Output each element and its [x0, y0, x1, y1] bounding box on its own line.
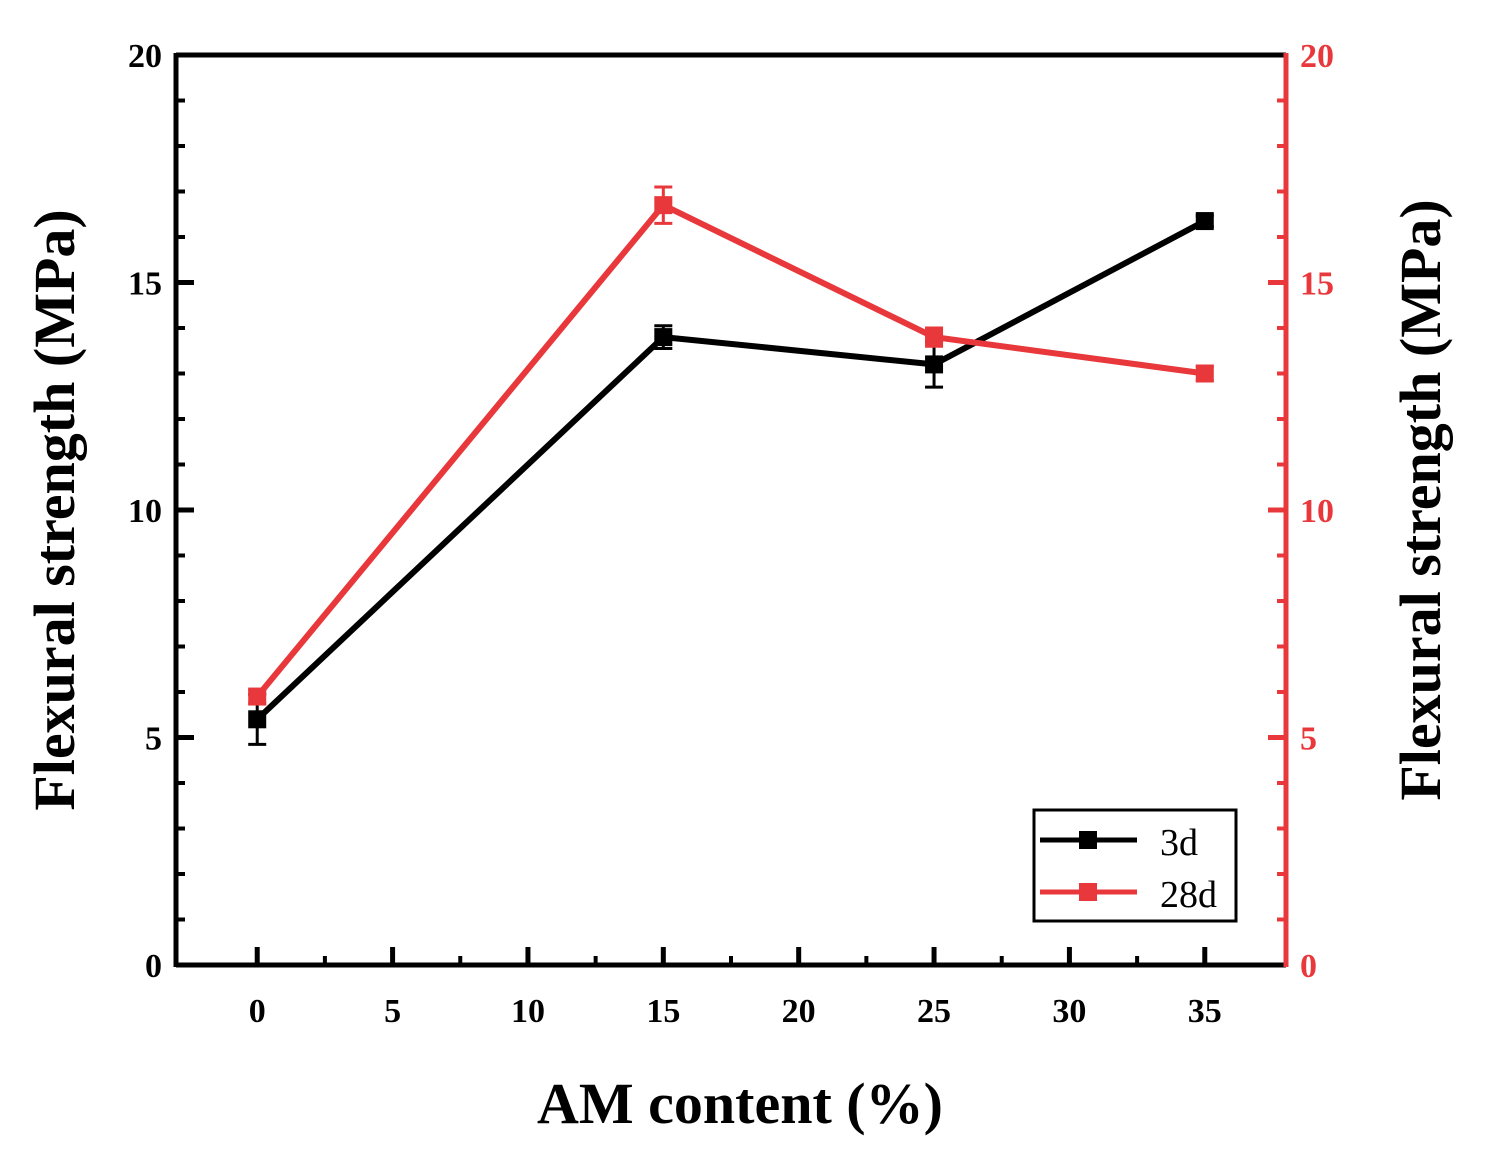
series-line-3d: [255, 218, 1207, 722]
data-point-28d: [1195, 364, 1214, 383]
series-layer: [248, 185, 1214, 746]
y2-tick-label: 10: [1300, 493, 1334, 530]
y-tick-label: 10: [128, 493, 162, 530]
data-point-3d: [248, 710, 267, 729]
data-point-28d: [925, 328, 944, 347]
x-axis-title: AM content (%): [537, 1071, 943, 1136]
y2-axis-title: Flexural strength (MPa): [1388, 199, 1453, 800]
series-3d: [248, 212, 1214, 746]
y2-tick-label: 15: [1300, 266, 1334, 303]
ticks-layer: 0 5 10 15 20 25 30 35 0 5 10 15 20 0 5 10 15 20: [128, 38, 1334, 1030]
y-axis-title: Flexural strength (MPa): [22, 209, 87, 810]
y-tick-label: 20: [128, 38, 162, 75]
legend-marker-3d: [1079, 831, 1097, 849]
data-point-3d: [654, 328, 673, 347]
x-tick-label: 15: [646, 993, 680, 1030]
y-tick-label: 0: [145, 948, 162, 985]
legend-box: [1032, 808, 1238, 923]
data-point-3d: [1195, 212, 1214, 231]
y2-tick-label: 5: [1300, 721, 1317, 758]
series-line-28d: [254, 201, 1206, 699]
legend-marker-28d: [1079, 883, 1097, 901]
legend-label-28d: 28d: [1160, 874, 1217, 916]
y-tick-label: 5: [145, 721, 162, 758]
x-tick-label: 25: [917, 993, 951, 1030]
axes-frame: [173, 52, 1289, 968]
x-tick-label: 5: [384, 993, 401, 1030]
x-tick-label: 35: [1188, 993, 1222, 1030]
legend-label-3d: 3d: [1160, 822, 1198, 864]
x-tick-label: 20: [782, 993, 816, 1030]
x-tick-label: 0: [249, 993, 266, 1030]
x-tick-label: 30: [1052, 993, 1086, 1030]
x-tick-label: 10: [511, 993, 545, 1030]
data-point-3d: [925, 355, 944, 374]
series-28d: [248, 185, 1214, 706]
y2-tick-label: 0: [1300, 948, 1317, 985]
data-point-28d: [248, 687, 267, 706]
data-point-28d: [654, 196, 673, 215]
legend: 3d 28d: [1032, 808, 1238, 923]
y-tick-label: 15: [128, 266, 162, 303]
y2-tick-label: 20: [1300, 38, 1334, 75]
